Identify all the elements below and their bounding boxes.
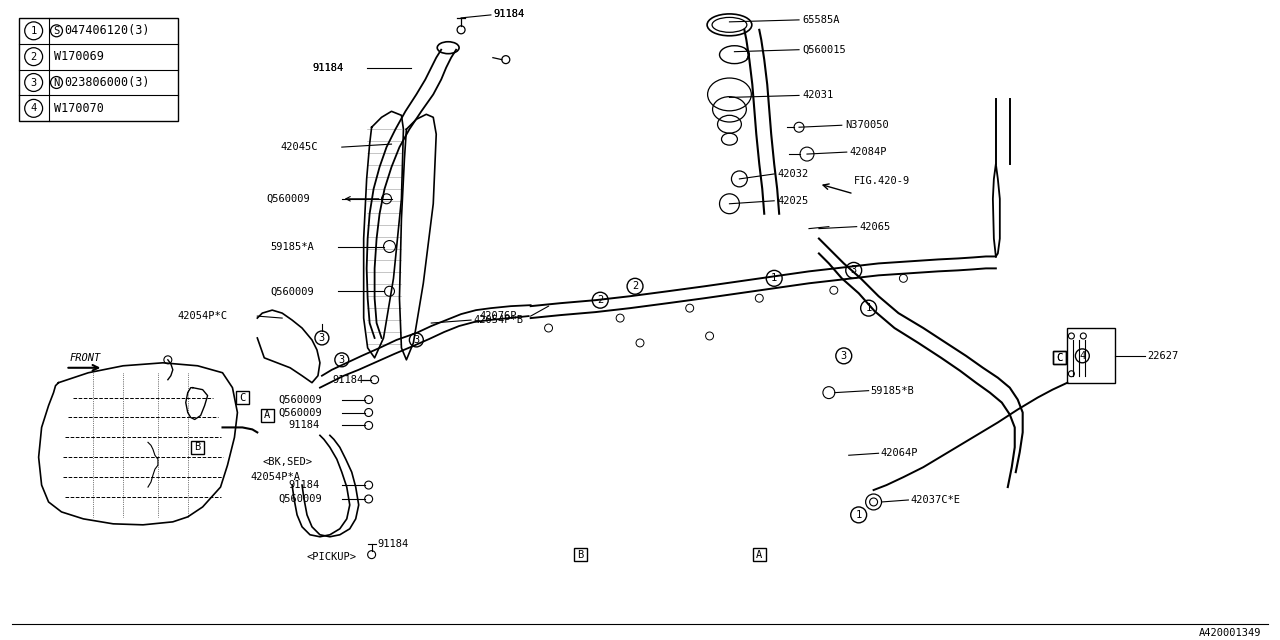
Text: 4: 4 — [31, 103, 37, 113]
Text: 1: 1 — [31, 26, 37, 36]
Text: 42054P*B: 42054P*B — [474, 315, 524, 325]
Text: 42045C: 42045C — [280, 142, 317, 152]
Text: 42032: 42032 — [777, 169, 809, 179]
Bar — [191, 441, 204, 454]
Text: 3: 3 — [851, 266, 856, 275]
Text: 3: 3 — [413, 335, 420, 345]
Text: A420001349: A420001349 — [1199, 628, 1261, 638]
Text: <PICKUP>: <PICKUP> — [307, 552, 357, 562]
Text: <BK,SED>: <BK,SED> — [262, 457, 312, 467]
Bar — [19, 18, 178, 121]
Bar — [573, 548, 586, 561]
Text: N370050: N370050 — [845, 120, 888, 131]
Text: 42031: 42031 — [803, 90, 833, 100]
Text: 91184: 91184 — [493, 9, 524, 19]
Text: C: C — [1056, 353, 1062, 363]
Text: 42037C*E: 42037C*E — [910, 495, 960, 505]
Bar — [753, 548, 765, 561]
Text: 22627: 22627 — [1147, 351, 1178, 361]
Text: S: S — [54, 26, 60, 36]
Text: 59185*A: 59185*A — [270, 241, 314, 252]
Text: 3: 3 — [319, 333, 325, 343]
Text: 3: 3 — [31, 77, 37, 88]
Text: 2: 2 — [632, 281, 639, 291]
Text: B: B — [577, 550, 584, 559]
Text: 2: 2 — [596, 295, 603, 305]
Text: A: A — [756, 550, 763, 559]
Text: 91184: 91184 — [289, 420, 320, 431]
Text: 3: 3 — [339, 355, 344, 365]
Text: 1: 1 — [771, 273, 777, 284]
Text: 42065: 42065 — [860, 221, 891, 232]
Bar — [261, 409, 274, 422]
Text: A: A — [264, 410, 270, 420]
Text: FIG.420-9: FIG.420-9 — [854, 176, 910, 186]
Text: 91184: 91184 — [378, 539, 408, 548]
Text: Q560009: Q560009 — [266, 194, 310, 204]
Text: Q560009: Q560009 — [278, 395, 323, 404]
Bar — [1053, 351, 1066, 364]
Text: Q560009: Q560009 — [278, 494, 323, 504]
Text: 91184: 91184 — [333, 374, 364, 385]
Text: 3: 3 — [841, 351, 847, 361]
Text: 42025: 42025 — [777, 196, 809, 206]
Bar — [1053, 351, 1066, 364]
Bar — [1068, 328, 1115, 383]
Bar — [236, 391, 248, 404]
Text: 42054P*C: 42054P*C — [178, 311, 228, 321]
Text: 91184: 91184 — [312, 63, 343, 72]
Text: 1: 1 — [865, 303, 872, 313]
Text: C: C — [239, 392, 246, 403]
Text: C: C — [1056, 353, 1062, 363]
Text: B: B — [195, 442, 201, 452]
Text: 42054P*A: 42054P*A — [251, 472, 301, 482]
Text: 42084P: 42084P — [850, 147, 887, 157]
Text: 023806000(3): 023806000(3) — [64, 76, 150, 89]
Text: 91184: 91184 — [493, 9, 524, 19]
Text: Q560015: Q560015 — [803, 45, 846, 54]
Text: Q560009: Q560009 — [270, 286, 314, 296]
Text: FRONT: FRONT — [69, 353, 101, 363]
Text: 047406120(3): 047406120(3) — [64, 24, 150, 37]
Text: 1: 1 — [855, 510, 861, 520]
Text: 91184: 91184 — [312, 63, 343, 72]
Text: N: N — [54, 77, 60, 88]
Text: 42076P: 42076P — [479, 311, 516, 321]
Text: W170070: W170070 — [54, 102, 104, 115]
Text: 2: 2 — [31, 52, 37, 61]
Text: Q560009: Q560009 — [278, 408, 323, 417]
Text: 91184: 91184 — [289, 480, 320, 490]
Text: 59185*B: 59185*B — [870, 386, 914, 396]
Text: 65585A: 65585A — [803, 15, 840, 25]
Text: W170069: W170069 — [54, 50, 104, 63]
Text: 4: 4 — [1079, 351, 1085, 361]
Text: 42064P: 42064P — [881, 448, 918, 458]
